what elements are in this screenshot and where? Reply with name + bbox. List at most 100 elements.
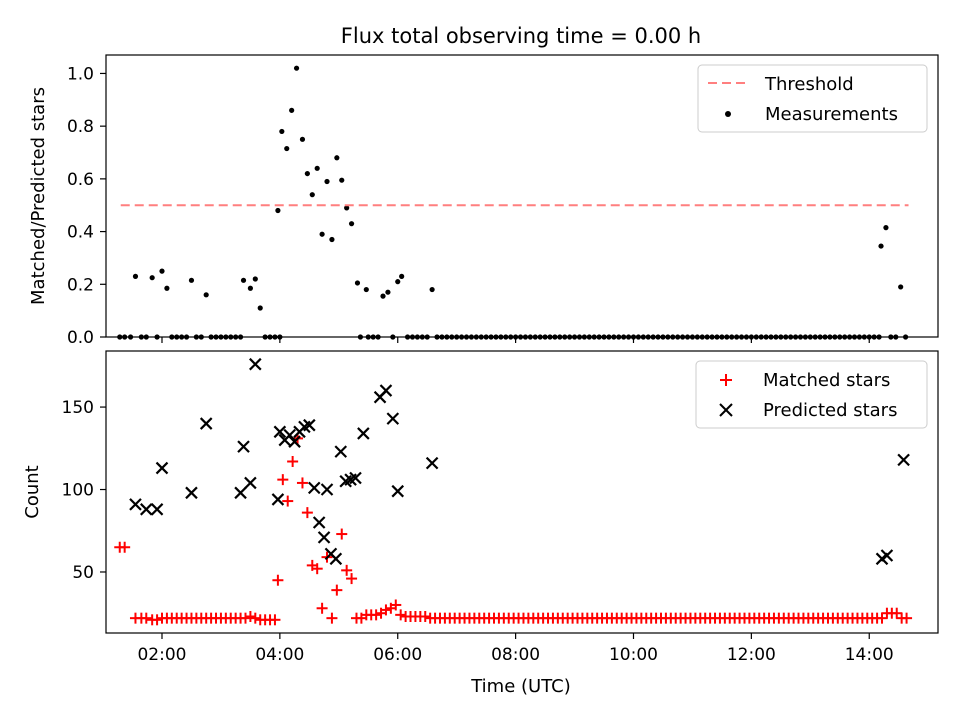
- legend-threshold-label: Threshold: [764, 74, 854, 95]
- matched-star-point: [119, 541, 131, 553]
- matched-star-point: [239, 612, 251, 624]
- measurement-point: [149, 275, 155, 281]
- star-count-points: [114, 357, 913, 626]
- measurement-point: [159, 268, 165, 274]
- measurement-point: [293, 65, 300, 71]
- measurement-point: [284, 145, 290, 152]
- measurement-point: [429, 286, 435, 293]
- matched-star-point: [901, 612, 913, 624]
- predicted-star-point: [307, 481, 321, 495]
- measurement-point: [240, 277, 247, 283]
- matched-star-point: [419, 611, 431, 623]
- predicted-star-point: [150, 503, 164, 516]
- measurement-point: [380, 293, 386, 299]
- top-y-axis: 0.0 0.2 0.4 0.6 0.8 1.0: [67, 64, 106, 348]
- legend-measurements-swatch: [725, 111, 731, 117]
- top-x-axis: [161, 337, 870, 343]
- measurement-point: [132, 273, 139, 279]
- legend-predicted-swatch: [719, 403, 733, 417]
- measurement-point: [188, 277, 195, 283]
- predicted-star-point: [185, 486, 198, 500]
- predicted-star-point: [271, 493, 285, 506]
- matched-star-point: [380, 604, 392, 616]
- measurement-point: [164, 285, 170, 291]
- predicted-star-point: [357, 427, 370, 440]
- predicted-star-point: [249, 357, 262, 371]
- y-tick-label: 0.8: [67, 117, 94, 137]
- predicted-star-point: [234, 486, 247, 500]
- measurement-point: [324, 178, 330, 185]
- measurement-point: [883, 225, 889, 231]
- matched-star-point: [269, 614, 281, 626]
- measurement-point: [319, 231, 325, 237]
- measurement-point: [275, 207, 281, 214]
- predicted-star-point: [237, 440, 250, 453]
- legend-predicted-label: Predicted stars: [763, 400, 897, 421]
- predicted-star-point: [349, 471, 362, 485]
- measurement-point: [339, 177, 345, 183]
- legend-measurements-label: Measurements: [765, 104, 898, 125]
- matched-star-point: [311, 563, 323, 575]
- legend-matched-label: Matched stars: [763, 370, 890, 391]
- predicted-star-point: [317, 531, 331, 544]
- matched-star-point: [151, 614, 163, 626]
- matched-star-point: [331, 584, 343, 596]
- x-tick-label: 02:00: [137, 645, 186, 665]
- measurement-point: [395, 279, 401, 285]
- bottom-x-axis: 02:00 04:00 06:00 08:00 10:00 12:00 14:00: [137, 633, 894, 665]
- matched-star-point: [244, 611, 256, 623]
- matched-star-point: [336, 528, 348, 540]
- y-tick-label: 0.0: [67, 328, 94, 348]
- matched-star-point: [891, 607, 903, 619]
- top-chart: Flux total observing time = 0.00 h 0.00.…: [28, 24, 939, 348]
- measurement-point: [252, 276, 258, 282]
- predicted-star-point: [273, 425, 287, 439]
- measurement-point: [289, 107, 295, 113]
- matched-star-point: [287, 455, 299, 467]
- matched-star-point: [346, 573, 358, 585]
- predicted-star-point: [334, 445, 348, 458]
- predicted-star-point: [288, 435, 301, 448]
- top-legend: Threshold Measurements: [697, 64, 928, 133]
- top-axes-frame: [105, 54, 939, 338]
- measurement-point: [203, 292, 209, 298]
- bottom-axes-frame: [105, 350, 939, 634]
- matched-star-point: [277, 474, 289, 486]
- legend-matched-swatch: [720, 374, 732, 386]
- predicted-star-point: [244, 476, 257, 490]
- measurement-point: [399, 273, 405, 279]
- matched-star-point: [140, 612, 152, 624]
- top-legend-frame: [697, 64, 928, 133]
- measurement-point: [334, 155, 340, 161]
- x-tick-label: 14:00: [845, 645, 894, 665]
- y-tick-label: 1.0: [67, 64, 94, 84]
- measurement-point: [363, 286, 369, 293]
- measurement-point: [247, 285, 253, 291]
- matched-star-point: [296, 477, 308, 489]
- predicted-star-point: [897, 453, 910, 467]
- x-tick-label: 08:00: [491, 645, 540, 665]
- x-tick-label: 10:00: [609, 645, 658, 665]
- predicted-star-point: [199, 417, 213, 430]
- predicted-star-point: [303, 418, 316, 432]
- matched-star-point: [326, 612, 338, 624]
- measurement-point: [304, 170, 310, 177]
- predicted-star-point: [312, 516, 326, 529]
- measurement-point: [309, 192, 315, 198]
- matched-star-point: [370, 609, 382, 621]
- y-tick-label: 100: [62, 481, 94, 501]
- bottom-y-axis-label: Count: [22, 465, 43, 518]
- predicted-star-point: [379, 384, 393, 397]
- measurement-point: [348, 221, 355, 227]
- measurement-point: [314, 165, 320, 171]
- predicted-star-point: [391, 484, 405, 498]
- matched-star-point: [395, 609, 407, 621]
- y-tick-label: 0.6: [67, 170, 94, 190]
- bottom-y-axis: 50 100 150: [62, 398, 106, 583]
- x-tick-label: 04:00: [255, 645, 304, 665]
- matched-star-point: [301, 507, 313, 519]
- predicted-star-point: [880, 549, 894, 562]
- measurement-point: [385, 289, 391, 295]
- matched-star-point: [316, 602, 328, 614]
